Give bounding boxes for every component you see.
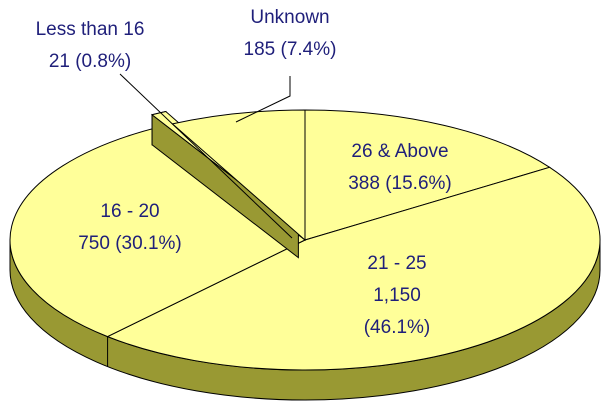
slice-value-label: 750 (30.1%) (78, 233, 182, 254)
pie-slice (9, 126, 306, 338)
pie-slice (106, 166, 601, 371)
slice-value-label: 1,150 (46.1%) (363, 285, 431, 338)
slice-category: Unknown (250, 7, 330, 28)
slice-category: 16 - 20 (100, 201, 160, 222)
slice-category: 26 & Above (351, 141, 449, 162)
slice-value-label: 388 (15.6%) (348, 173, 452, 194)
slice-category: Less than 16 (35, 19, 145, 40)
slice-category: 21 - 25 (367, 253, 427, 274)
leader-line (235, 76, 291, 123)
slice-label: 16 - 20 750 (30.1%) (30, 196, 230, 260)
slice-label: Less than 16 21 (0.8%) (0, 14, 190, 78)
slice-label: 21 - 25 1,150 (46.1%) (342, 248, 452, 344)
pie-slice (171, 109, 306, 242)
slice-value-label: 185 (7.4%) (243, 39, 337, 60)
slice-value-label: 21 (0.8%) (48, 51, 132, 72)
pie-slice (304, 109, 551, 241)
slice-label: 26 & Above 388 (15.6%) (300, 136, 500, 200)
leader-line (119, 73, 293, 239)
slice-label: Unknown 185 (7.4%) (190, 2, 390, 66)
